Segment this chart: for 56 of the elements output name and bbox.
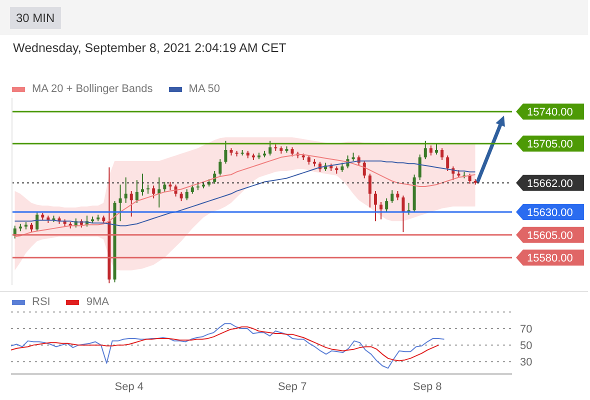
y-tick-label: 30 — [520, 356, 532, 369]
ref-line-label: 15580.00 — [527, 252, 573, 265]
candlestick — [130, 190, 133, 218]
ref-line-label: 15662.00 — [527, 178, 573, 190]
candlestick — [152, 185, 156, 199]
candlestick — [374, 190, 377, 222]
candlestick — [368, 173, 372, 208]
candlestick — [185, 188, 188, 201]
candlestick — [402, 195, 405, 233]
candlestick — [307, 154, 310, 166]
ref-line-label: 15705.00 — [527, 138, 573, 151]
line-series — [10, 323, 445, 369]
candlestick — [146, 184, 150, 194]
x-tick-label: Sep 8 — [412, 380, 442, 393]
candlestick — [390, 190, 394, 204]
candlestick — [468, 173, 472, 184]
candlestick — [340, 162, 344, 172]
candlestick — [424, 140, 427, 160]
legend-label: MA 50 — [188, 83, 220, 95]
legend-label: 9MA — [85, 296, 109, 308]
candlestick — [385, 198, 388, 213]
ref-line-label: 15605.00 — [527, 230, 573, 242]
legend-label: RSI — [31, 296, 50, 308]
candlestick — [213, 170, 216, 184]
candlestick — [224, 140, 228, 164]
chart-subtitle: Wednesday, September 8, 2021 2:04:19 AM CET — [12, 40, 288, 57]
y-tick-label: 70 — [520, 323, 532, 336]
candlestick — [418, 154, 422, 181]
legend-label: MA 20 + Bollinger Bands — [31, 83, 153, 95]
candlestick — [380, 201, 383, 220]
text: 30 MIN — [10, 6, 61, 28]
x-tick-label: Sep 7 — [278, 380, 307, 393]
x-tick-label: Sep 4 — [114, 380, 144, 393]
candlestick — [440, 148, 444, 161]
candlestick — [435, 143, 438, 156]
ref-line-label: 15630.00 — [527, 207, 573, 220]
candlestick — [396, 190, 400, 201]
candlestick — [362, 160, 366, 179]
y-tick-label: 50 — [520, 340, 532, 352]
ref-line-label: 15740.00 — [527, 106, 573, 119]
candlestick — [180, 191, 183, 202]
candlestick — [429, 144, 432, 156]
candlestick — [135, 180, 138, 204]
candlestick — [158, 176, 161, 208]
line-series — [10, 326, 440, 362]
candlestick — [163, 181, 166, 192]
candlestick — [190, 184, 194, 194]
candlestick — [118, 184, 122, 222]
candlestick — [30, 222, 34, 233]
candlestick — [218, 158, 222, 176]
candlestick — [36, 212, 39, 232]
candlestick — [140, 173, 144, 196]
candlestick — [124, 176, 128, 204]
candlestick — [268, 140, 272, 156]
candlestick — [290, 146, 294, 157]
candlestick — [446, 154, 450, 172]
